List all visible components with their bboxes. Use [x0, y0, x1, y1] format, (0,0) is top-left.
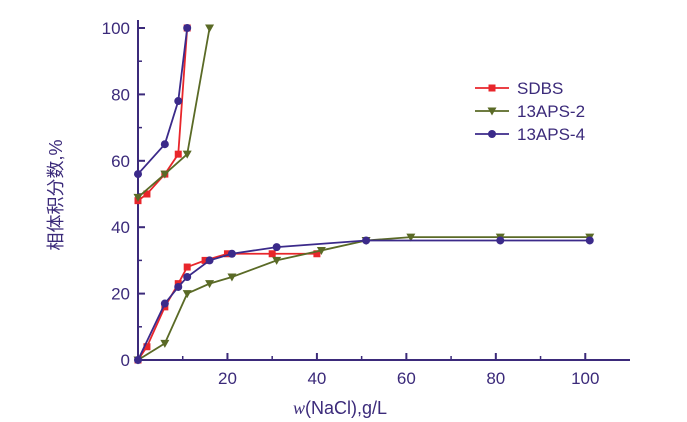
series-line — [137, 239, 590, 361]
legend-label: 13APS-2 — [517, 102, 585, 121]
data-point — [183, 24, 192, 32]
data-point — [313, 250, 321, 258]
data-point — [316, 246, 326, 255]
series-sdbs — [134, 24, 321, 364]
data-point — [585, 236, 594, 245]
data-point — [160, 140, 169, 149]
x-axis-label-variable: w — [293, 398, 305, 418]
data-point — [268, 250, 276, 258]
legend-marker — [487, 107, 497, 116]
y-axis-label: 相体积分数,% — [46, 139, 66, 250]
legend-item: SDBS — [475, 79, 563, 98]
data-point — [227, 273, 237, 282]
data-point — [160, 339, 170, 348]
data-point — [143, 190, 151, 198]
series-line — [137, 27, 189, 175]
legend: SDBS 13APS-2 13APS-4 — [475, 79, 585, 144]
data-point — [223, 250, 231, 258]
data-point — [134, 170, 142, 179]
legend-marker — [488, 84, 496, 92]
series-13aps-2 — [133, 24, 595, 365]
y-tick-label: 40 — [111, 218, 130, 237]
x-tick-label: 20 — [218, 369, 237, 388]
x-axis-label: w(NaCl),g/L — [293, 398, 387, 418]
y-tick-label: 20 — [111, 285, 130, 304]
data-point — [134, 356, 142, 364]
data-point — [182, 290, 192, 299]
data-point — [143, 343, 151, 351]
data-point — [205, 256, 214, 265]
x-tick-label: 60 — [397, 369, 416, 388]
axes: 0 20 40 60 80 100 20 40 60 80 100 — [102, 19, 630, 388]
x-tick-label: 100 — [571, 369, 599, 388]
legend-item: 13APS-2 — [475, 102, 585, 121]
data-point — [174, 282, 183, 291]
data-point — [406, 233, 416, 242]
data-point — [201, 256, 209, 264]
data-point — [272, 243, 281, 252]
data-point — [272, 256, 282, 265]
series-line — [137, 27, 211, 199]
y-tick-label: 60 — [111, 152, 130, 171]
data-point — [205, 280, 215, 289]
series-13aps-4 — [134, 24, 594, 364]
series-layer — [133, 24, 595, 365]
data-point — [160, 170, 170, 179]
legend-label: SDBS — [517, 79, 563, 98]
data-point — [174, 97, 183, 106]
data-point — [182, 150, 192, 159]
x-tick-label: 40 — [307, 369, 326, 388]
y-tick-label: 80 — [111, 85, 130, 104]
legend-item: 13APS-4 — [475, 125, 585, 144]
y-tick-label: 100 — [102, 19, 130, 38]
data-point — [496, 236, 505, 245]
x-tick-label: 80 — [486, 369, 505, 388]
data-point — [183, 263, 191, 271]
x-axis-label-unit: (NaCl),g/L — [305, 398, 387, 418]
data-point — [227, 249, 236, 258]
data-point — [160, 299, 169, 308]
data-point — [183, 273, 192, 281]
legend-label: 13APS-4 — [517, 125, 585, 144]
data-point — [174, 150, 182, 158]
y-tick-label: 0 — [121, 351, 130, 370]
data-point — [362, 236, 371, 245]
data-point — [205, 24, 215, 33]
series-line — [137, 236, 590, 361]
data-point — [133, 193, 143, 202]
legend-marker — [488, 130, 496, 138]
